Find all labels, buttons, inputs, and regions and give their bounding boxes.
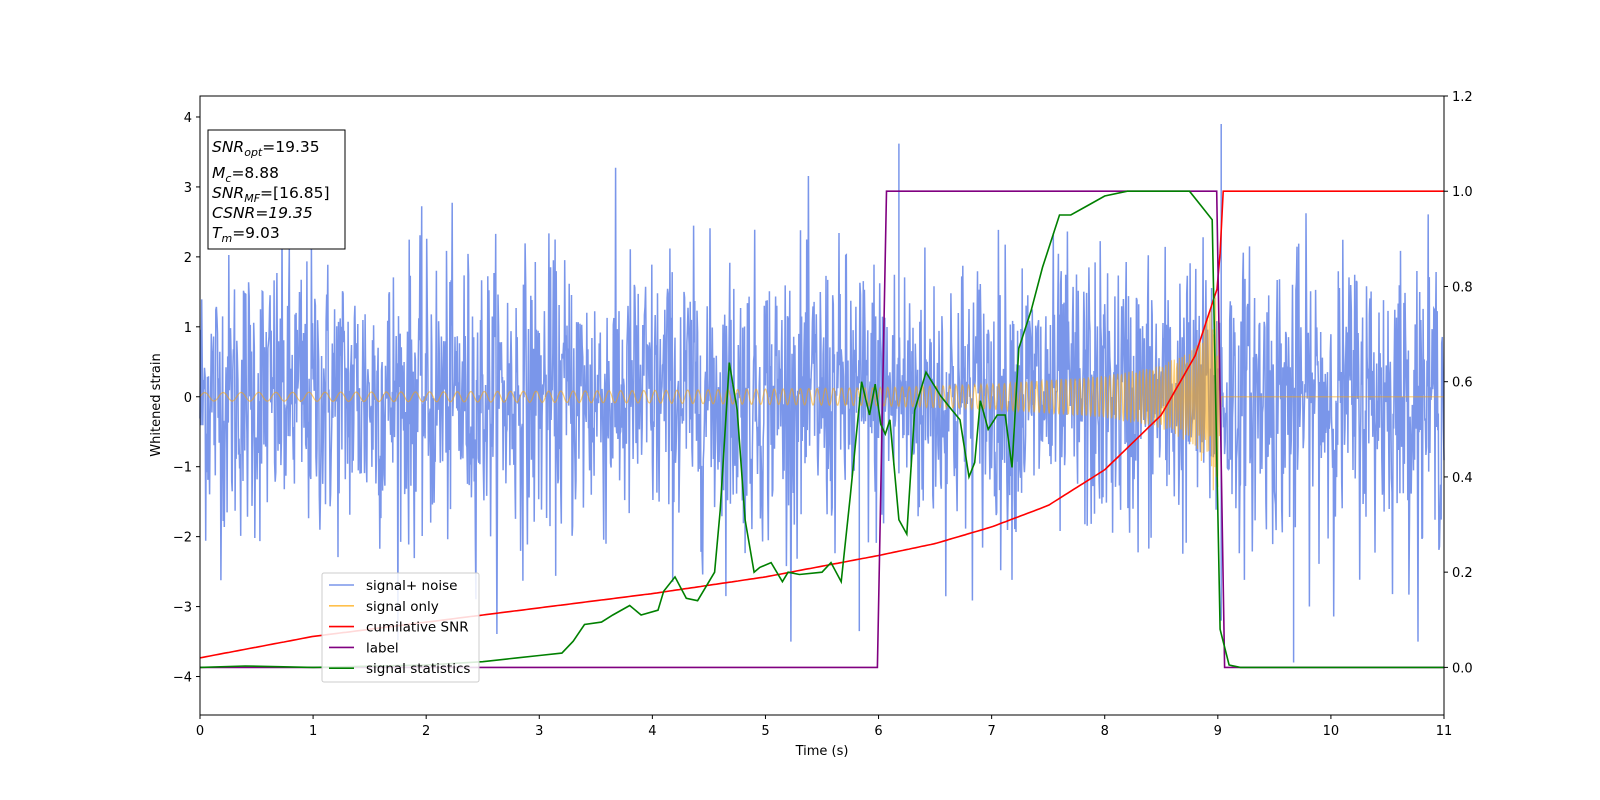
annotation-frame bbox=[207, 129, 346, 250]
signal-statistics-line bbox=[199, 190, 1444, 669]
y-tick-label: 1 bbox=[184, 321, 192, 336]
y2-tick-label: 0.8 bbox=[1452, 280, 1473, 295]
x-tick-label: 11 bbox=[1436, 724, 1453, 739]
x-tick-label: 8 bbox=[1101, 724, 1109, 739]
legend: signal+ noise signal only cumilative SNR la… bbox=[321, 572, 480, 683]
y-axis-left: −4 −3 −2 −1 0 1 2 3 4 bbox=[173, 111, 200, 686]
legend-frame bbox=[321, 572, 480, 683]
signal-only-line bbox=[199, 297, 1444, 491]
x-tick-label: 7 bbox=[987, 724, 995, 739]
y2-tick-label: 1.2 bbox=[1452, 90, 1473, 105]
y-tick-label: −2 bbox=[173, 531, 192, 546]
annotation-box: SNRopt=19.35 Mc=8.88 SNRMF=[16.85] CSNR=… bbox=[207, 129, 346, 250]
annotation-csnr: CSNR=19.35 bbox=[212, 204, 313, 222]
y2-tick-label: 0.2 bbox=[1452, 566, 1473, 581]
x-tick-label: 3 bbox=[535, 724, 543, 739]
y2-tick-label: 0.0 bbox=[1452, 661, 1473, 676]
y-tick-label: 4 bbox=[184, 111, 192, 126]
y-tick-label: −3 bbox=[173, 601, 192, 616]
legend-label: signal+ noise bbox=[366, 578, 457, 594]
y2-tick-label: 0.6 bbox=[1452, 376, 1473, 391]
y-tick-label: 0 bbox=[184, 391, 192, 406]
y-tick-label: −4 bbox=[173, 671, 192, 686]
legend-label: signal only bbox=[366, 599, 439, 615]
annotation-snr-opt: SNRopt=19.35 bbox=[212, 138, 320, 159]
signal-only-series bbox=[199, 297, 1444, 491]
annotation-mc: Mc=8.88 bbox=[212, 164, 279, 185]
x-tick-label: 10 bbox=[1323, 724, 1340, 739]
annotation-snr-mf: SNRMF=[16.85] bbox=[212, 184, 330, 205]
x-tick-label: 4 bbox=[648, 724, 656, 739]
x-axis: 0 1 2 3 4 5 6 7 8 9 10 11 bbox=[196, 715, 1452, 739]
y2-tick-label: 1.0 bbox=[1452, 185, 1473, 200]
legend-label: cumilative SNR bbox=[366, 620, 469, 636]
legend-label: signal statistics bbox=[366, 661, 470, 677]
x-tick-label: 9 bbox=[1214, 724, 1222, 739]
x-axis-label: Time (s) bbox=[795, 744, 849, 759]
axes-frame bbox=[199, 95, 1445, 716]
y-tick-label: 2 bbox=[184, 251, 192, 266]
y2-tick-label: 0.4 bbox=[1452, 471, 1473, 486]
y-tick-label: −1 bbox=[173, 461, 192, 476]
y-tick-label: 3 bbox=[184, 181, 192, 196]
y-axis-right: 0.0 0.2 0.4 0.6 0.8 1.0 1.2 bbox=[1444, 90, 1473, 676]
x-tick-label: 2 bbox=[422, 724, 430, 739]
x-tick-label: 6 bbox=[874, 724, 882, 739]
x-tick-label: 0 bbox=[196, 724, 204, 739]
x-tick-label: 5 bbox=[761, 724, 769, 739]
legend-label: label bbox=[366, 640, 399, 656]
annotation-tm: Tm=9.03 bbox=[212, 224, 280, 245]
y-axis-label: Whitened strain bbox=[149, 353, 164, 456]
x-tick-label: 1 bbox=[309, 724, 317, 739]
